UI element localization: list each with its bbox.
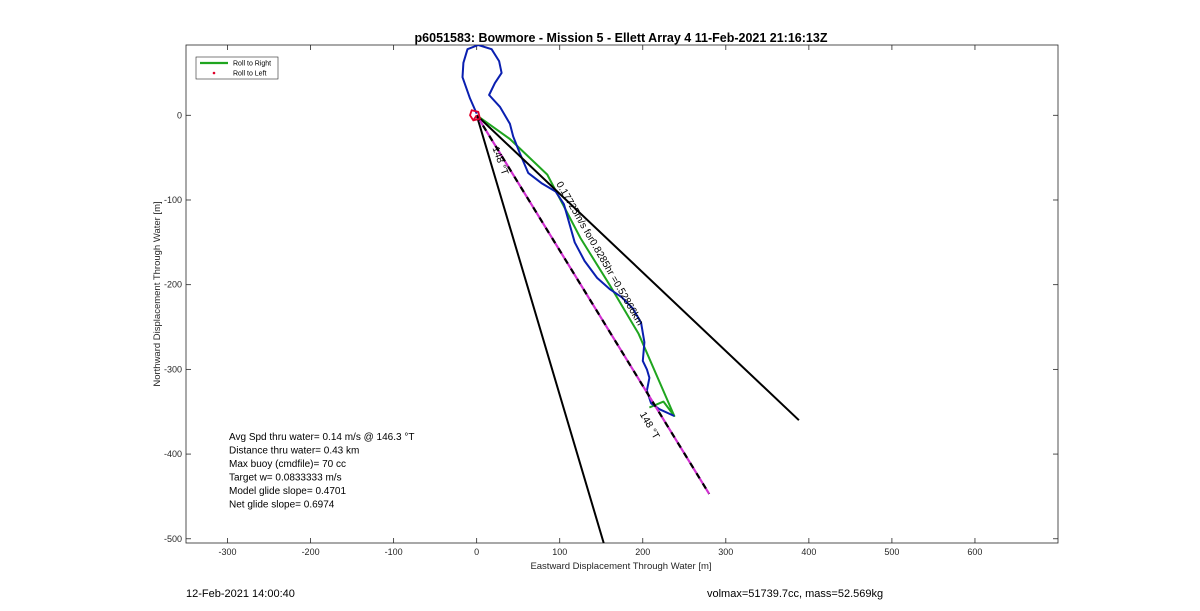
x-axis-label: Eastward Displacement Through Water [m] (530, 561, 711, 572)
stats-line: Distance thru water= 0.43 km (229, 446, 359, 457)
y-tick-label: -100 (164, 195, 182, 205)
x-tick-label: -100 (385, 547, 403, 557)
x-tick-label: 0 (474, 547, 479, 557)
roll-to-right-series (476, 114, 676, 417)
x-tick-label: 600 (967, 547, 982, 557)
y-tick-label: 0 (177, 110, 182, 120)
legend-swatch-marker (212, 71, 216, 75)
x-tick-label: 300 (718, 547, 733, 557)
track-line-1-series (461, 45, 675, 417)
stats-line: Net glide slope= 0.6974 (229, 500, 335, 511)
stats-line: Avg Spd thru water= 0.14 m/s @ 146.3 °T (229, 432, 414, 443)
track-line-3-series (475, 115, 605, 543)
chart-title: p6051583: Bowmore - Mission 5 - Ellett A… (415, 31, 828, 45)
stats-line: Max buoy (cmdfile)= 70 cc (229, 459, 346, 470)
x-tick-label: -300 (219, 547, 237, 557)
plot-area (185, 44, 1059, 544)
x-tick-label: 200 (635, 547, 650, 557)
track-line-2-series (476, 114, 800, 421)
track-line-4-series-dash (475, 114, 711, 495)
x-tick-label: -200 (302, 547, 320, 557)
y-tick-label: -500 (164, 534, 182, 544)
legend-label: Roll to Right (233, 61, 271, 68)
footer-date: 12-Feb-2021 14:00:40 (186, 588, 295, 600)
y-tick-label: -300 (164, 364, 182, 374)
stats-line: Model glide slope= 0.4701 (229, 486, 346, 497)
legend-label: Roll to Left (233, 71, 267, 78)
y-tick-label: -400 (164, 449, 182, 459)
y-axis-label: Northward Displacement Through Water [m] (152, 201, 163, 386)
stats-line: Target w= 0.0833333 m/s (229, 473, 342, 484)
track-line-5-series (469, 109, 481, 122)
x-tick-label: 400 (801, 547, 816, 557)
y-tick-label: -200 (164, 280, 182, 290)
footer-volmax-mass: volmax=51739.7cc, mass=52.569kg (707, 588, 884, 600)
x-tick-label: 500 (884, 547, 899, 557)
x-tick-label: 100 (552, 547, 567, 557)
